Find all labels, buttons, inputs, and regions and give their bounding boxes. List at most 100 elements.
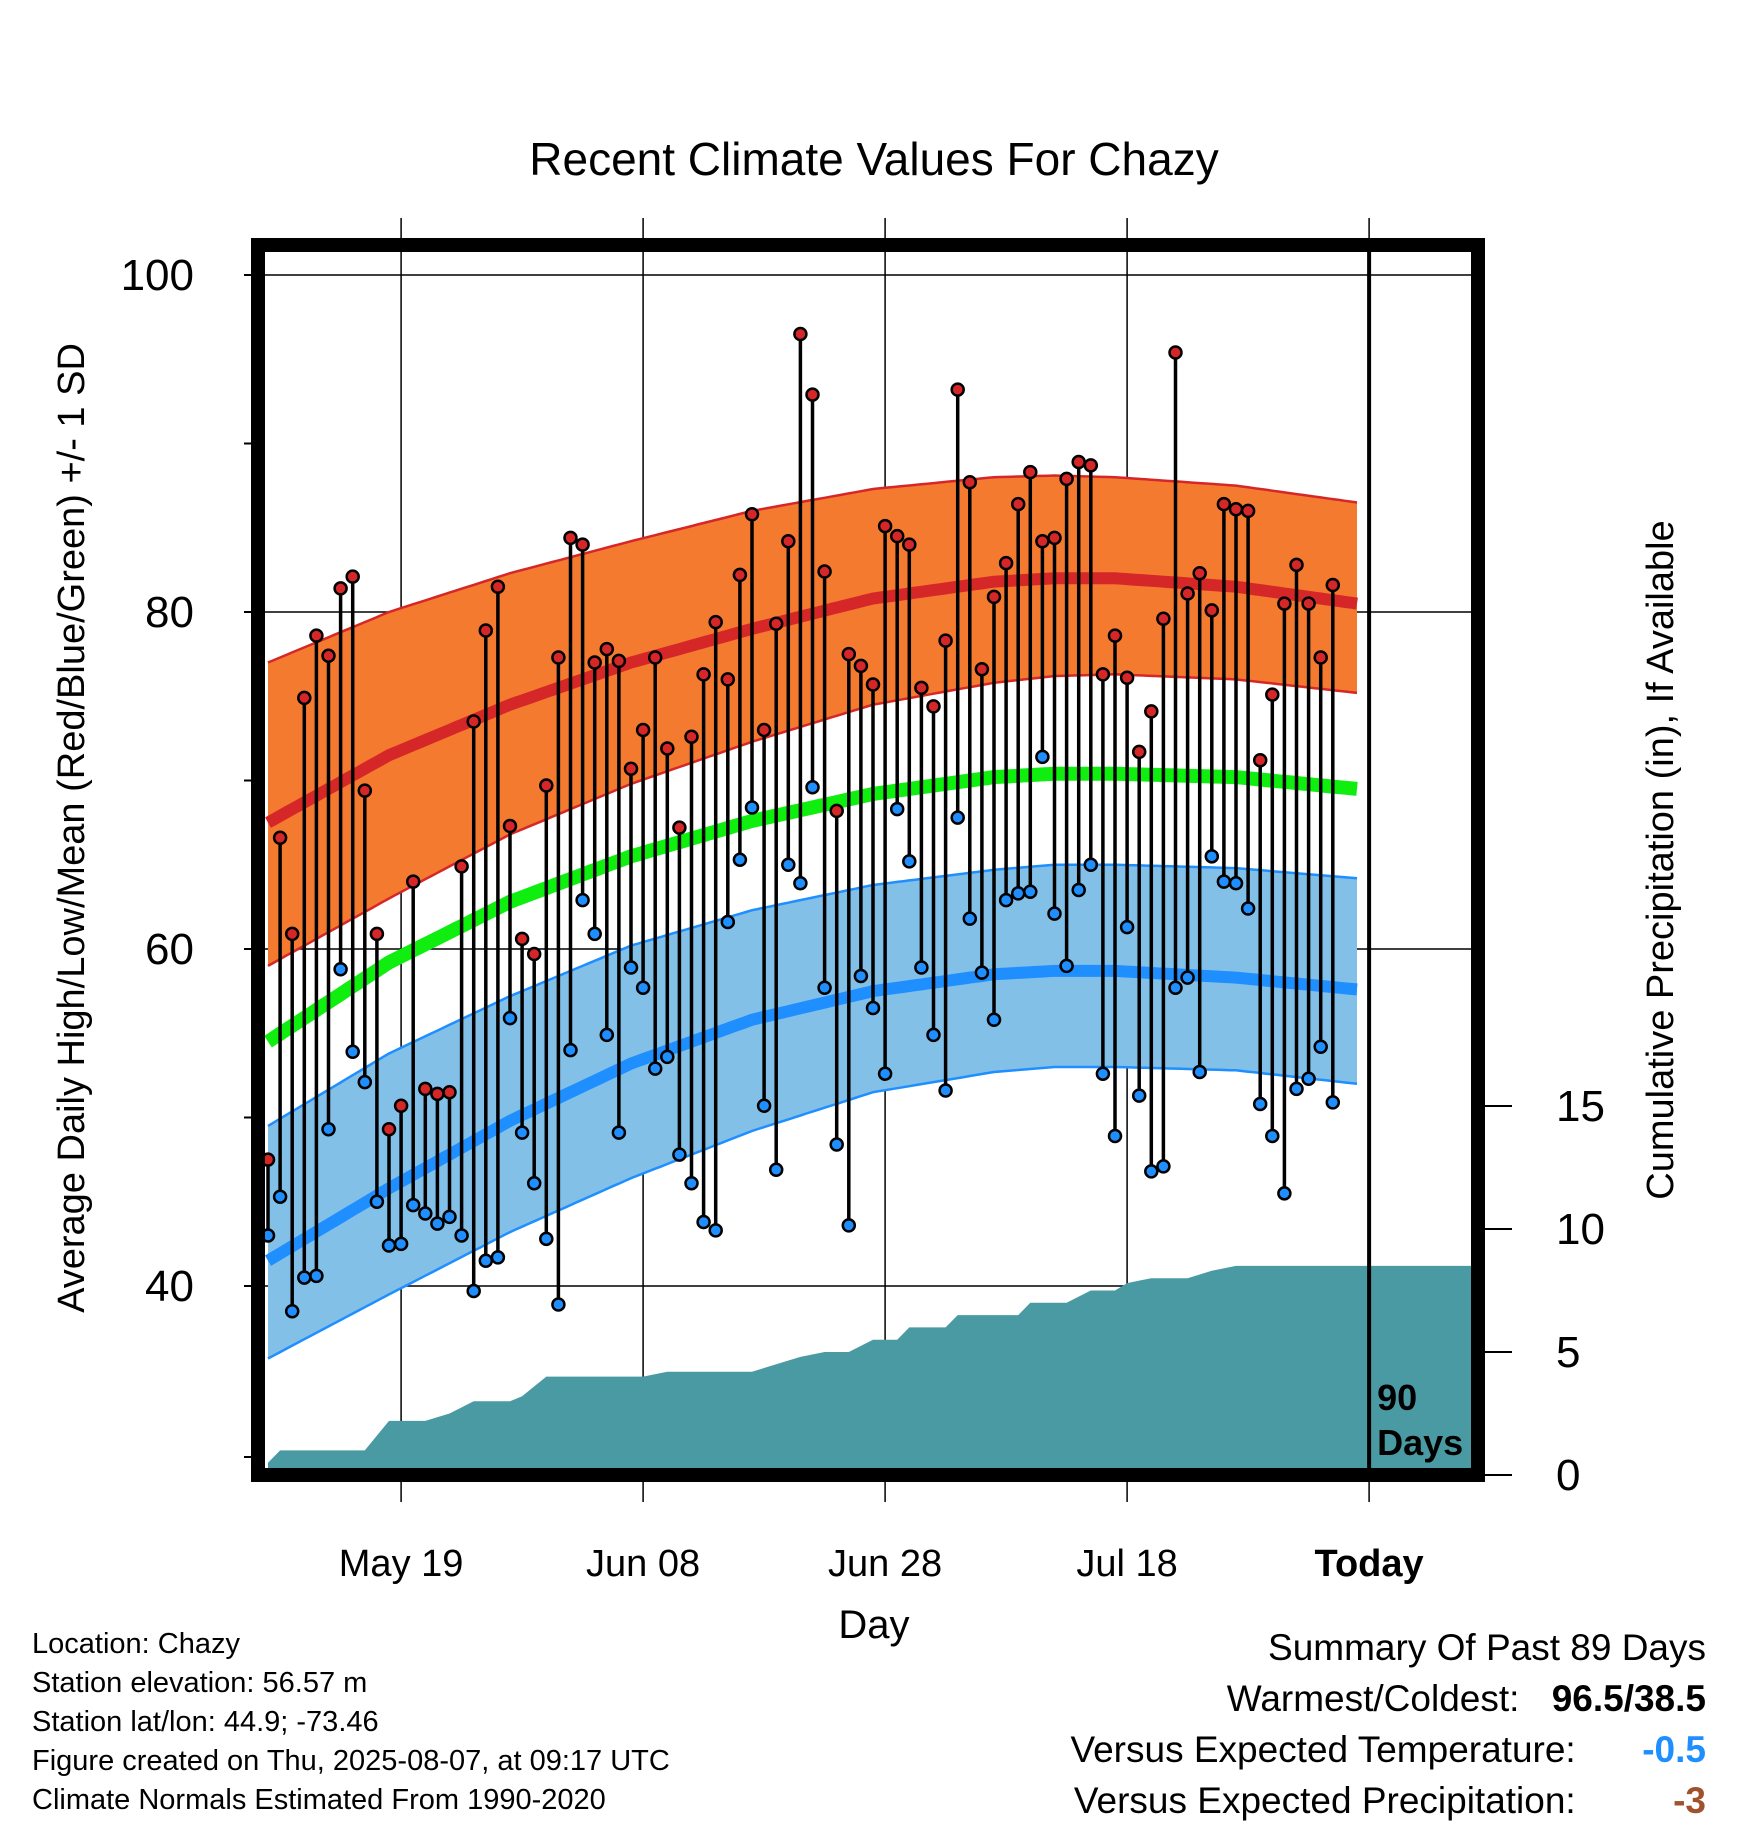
high-temp-point [805, 387, 820, 402]
high-temp-point [1071, 454, 1086, 470]
warm-cold-value: 96.5/38.5 [1551, 1678, 1706, 1719]
high-temp-point [405, 874, 421, 889]
high-temp-point [672, 820, 687, 835]
high-temp-point [720, 672, 736, 687]
high-temp-point [889, 528, 905, 544]
low-temp-point [442, 1209, 457, 1225]
low-temp-point [526, 1175, 542, 1191]
low-temp-point [333, 961, 348, 977]
high-temp-point [1023, 464, 1038, 480]
normals-text: Climate Normals Estimated From 1990-2020 [32, 1784, 606, 1816]
temp-value: -0.5 [1642, 1729, 1706, 1770]
high-temp-point [865, 677, 881, 692]
low-temp-point [539, 1231, 554, 1247]
high-temp-point [611, 653, 627, 669]
low-temp-point [1095, 1066, 1111, 1081]
low-temp-point [926, 1027, 941, 1043]
warm-cold-label: Warmest/Coldest: [1226, 1678, 1520, 1719]
low-temp-point [1277, 1186, 1292, 1201]
low-temp-point [1240, 901, 1256, 916]
high-temp-point [853, 658, 869, 674]
low-temp-point [1083, 857, 1099, 872]
low-sd-lower-line [267, 1065, 1358, 1360]
y2-tick-label: 10 [1556, 1205, 1605, 1254]
low-temp-point [1252, 1096, 1268, 1112]
high-temp-point [478, 623, 494, 638]
high-temp-point [877, 518, 893, 534]
high-temp-point [272, 830, 288, 846]
low-temp-point [1107, 1128, 1123, 1144]
latlon-text: Station lat/lon: 44.9; -73.46 [32, 1706, 379, 1738]
high-temp-point [309, 628, 324, 643]
y-tick-label: 80 [145, 588, 194, 637]
low-temp-point [938, 1083, 953, 1098]
high-temp-point [369, 926, 385, 942]
chart-title: Recent Climate Values For Chazy [529, 133, 1218, 185]
low-temp-point [1228, 876, 1244, 891]
high-temp-point [418, 1081, 433, 1097]
high-temp-point [914, 680, 929, 696]
high-temp-point [660, 741, 675, 756]
low-temp-point [1216, 874, 1232, 889]
high-temp-point [647, 650, 663, 665]
high-temp-point [1131, 744, 1147, 760]
low-temp-point [805, 779, 820, 795]
summary-title: Summary Of Past 89 Days [1268, 1627, 1706, 1668]
y2-tick-label: 15 [1556, 1082, 1605, 1131]
low-temp-point [889, 801, 905, 817]
precip-label: Versus Expected Precipitation: [1073, 1780, 1576, 1821]
low-temp-point [696, 1214, 711, 1230]
high-temp-point [768, 616, 784, 632]
high-temp-point [684, 729, 699, 744]
high-temp-point [1313, 650, 1328, 665]
low-temp-point [272, 1189, 288, 1204]
low-temp-point [1010, 886, 1026, 901]
high-temp-point [756, 722, 772, 738]
low-temp-point [1023, 884, 1038, 899]
high-temp-point [841, 646, 857, 662]
station-info: Location: Chazy Station elevation: 56.57… [32, 1625, 670, 1820]
high-temp-point [345, 569, 360, 584]
high-temp-point [1204, 603, 1220, 618]
high-temp-point [1192, 565, 1207, 581]
low-temp-point [1168, 980, 1183, 996]
high-temp-point [1083, 458, 1099, 473]
low-temp-point [986, 1012, 1002, 1028]
y-tick-label: 100 [121, 251, 194, 300]
high-temp-point [1168, 345, 1183, 360]
low-temp-point [418, 1206, 433, 1221]
low-temp-point [454, 1228, 469, 1243]
high-temp-point [974, 662, 990, 677]
high-temp-point [817, 564, 832, 579]
x-tick-label: May 19 [339, 1543, 464, 1585]
high-temp-point [297, 690, 312, 706]
high-temp-point [744, 507, 760, 522]
high-temp-point [938, 633, 953, 648]
high-temp-point [986, 589, 1002, 605]
high-temp-point [526, 946, 542, 962]
x-tick-label: Jun 28 [828, 1543, 942, 1585]
high-temp-point [998, 555, 1014, 571]
high-temp-point [575, 537, 590, 552]
low-temp-point [514, 1125, 530, 1140]
high-temp-point [829, 803, 844, 819]
low-temp-point [345, 1044, 360, 1060]
low-temp-point [914, 960, 929, 975]
high-temp-point [599, 641, 615, 657]
high-temp-point [635, 722, 651, 738]
precip-value: -3 [1673, 1780, 1706, 1821]
high-temp-point [1240, 503, 1256, 519]
x-tick-label: Jul 18 [1076, 1543, 1177, 1585]
low-temp-point [357, 1074, 373, 1090]
plot-frame [251, 238, 1485, 1482]
low-temp-point [623, 960, 639, 975]
low-temp-point [744, 800, 760, 815]
high-temp-point [1059, 471, 1074, 487]
y2-tick-label: 5 [1556, 1328, 1580, 1377]
low-temp-point [430, 1216, 445, 1231]
high-temp-point [696, 667, 711, 682]
low-temp-point [684, 1175, 699, 1191]
temp-label: Versus Expected Temperature: [1070, 1729, 1576, 1770]
high-temp-point [962, 475, 978, 490]
